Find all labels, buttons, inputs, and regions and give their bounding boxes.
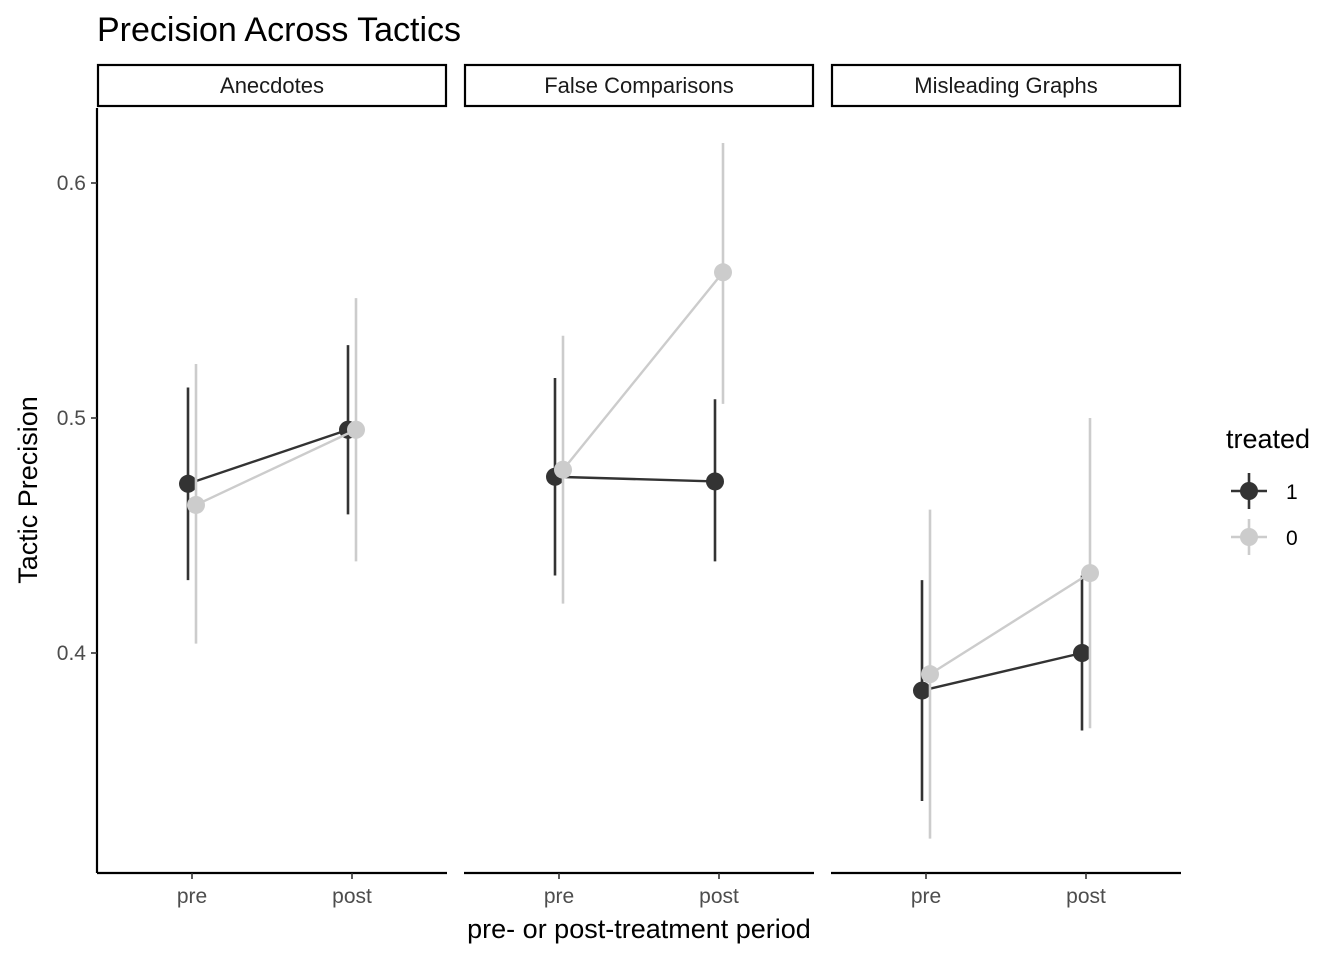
panel-strip-label: Misleading Graphs: [914, 73, 1097, 98]
series-line: [554, 475, 716, 483]
data-point: [913, 681, 931, 700]
data-point: [714, 263, 732, 282]
panel: Misleading Graphs pre post: [830, 63, 1182, 908]
series-line: [187, 428, 349, 485]
y-tick-label: 0.5: [57, 407, 86, 430]
data-point: [706, 472, 724, 491]
panel-strip-label: Anecdotes: [220, 73, 324, 98]
x-tick-label: post: [699, 885, 739, 908]
data-point: [1073, 644, 1091, 662]
legend: treated 1 0: [1226, 424, 1310, 555]
y-tick-label: 0.4: [57, 642, 87, 665]
series-line: [562, 271, 724, 471]
legend-label: 1: [1286, 481, 1298, 504]
panel-strip-label: False Comparisons: [544, 73, 734, 98]
x-axis-title: pre- or post-treatment period: [467, 914, 811, 944]
chart-title: Precision Across Tactics: [97, 11, 461, 49]
data-point: [1081, 564, 1099, 583]
data-point: [347, 420, 365, 439]
legend-label: 0: [1286, 527, 1298, 550]
y-axis-title: Tactic Precision: [13, 396, 43, 584]
data-point: [921, 665, 939, 684]
data-point: [554, 460, 572, 479]
series-line: [921, 651, 1083, 692]
data-point: [179, 474, 197, 493]
legend-key-point: [1240, 482, 1258, 500]
panel-strip: [96, 63, 448, 108]
series-line: [195, 428, 357, 507]
x-tick-label: pre: [177, 885, 207, 908]
panel-strip: [463, 63, 815, 108]
x-tick-label: post: [332, 885, 372, 908]
y-tick-label: 0.6: [57, 172, 86, 195]
panel-strip: [830, 63, 1182, 108]
panel: False Comparisons pre post: [463, 63, 815, 908]
x-tick-label: post: [1066, 885, 1106, 908]
series-line: [929, 572, 1091, 676]
legend-key-point: [1240, 528, 1258, 546]
panel: Anecdotes pre post: [96, 63, 448, 908]
x-tick-label: pre: [544, 885, 574, 908]
data-point: [187, 495, 205, 514]
x-tick-label: pre: [911, 885, 941, 908]
legend-title: treated: [1226, 424, 1310, 454]
